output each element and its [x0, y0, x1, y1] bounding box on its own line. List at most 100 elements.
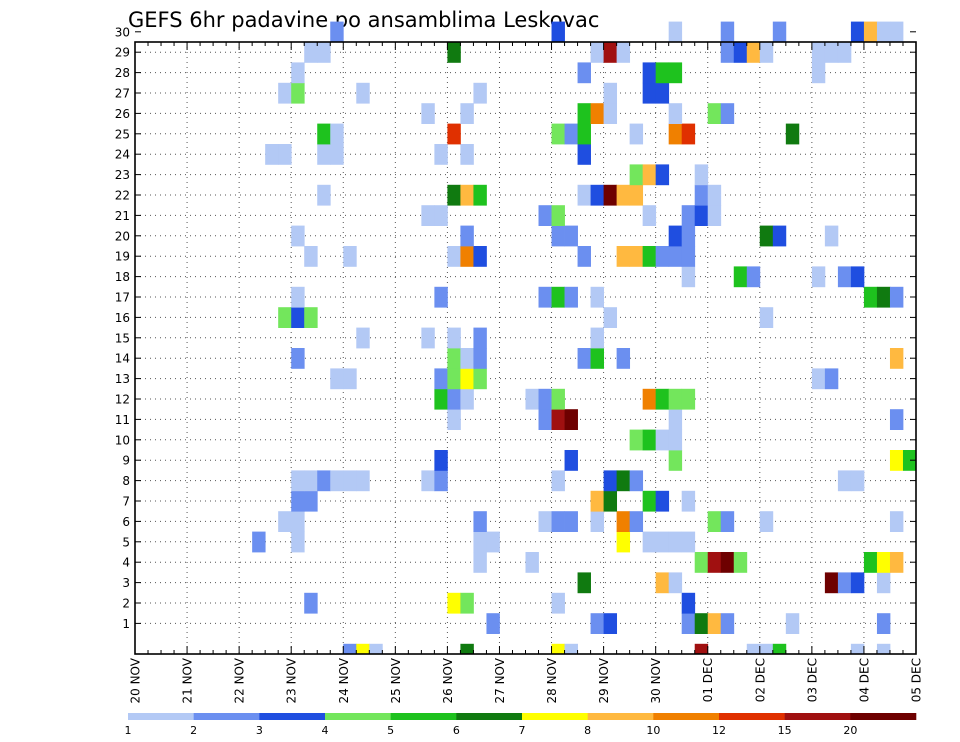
- precip-cell: [291, 225, 305, 247]
- precip-cell: [551, 470, 565, 492]
- precip-cell: [278, 82, 292, 104]
- x-tick-label: 04 DEC: [857, 658, 871, 702]
- precip-cell: [681, 613, 696, 634]
- precip-cell: [577, 184, 591, 206]
- precip-cell: [486, 613, 500, 634]
- y-tick-label: 14: [115, 352, 130, 366]
- y-tick-label: 20: [115, 229, 130, 243]
- x-tick-label: 24 NOV: [337, 657, 351, 703]
- precip-cell: [265, 144, 279, 165]
- precip-cell: [291, 82, 305, 104]
- precip-cell: [603, 490, 618, 512]
- y-tick-label: 3: [122, 576, 130, 590]
- y-tick-label: 26: [115, 107, 130, 121]
- precip-cell: [525, 552, 539, 573]
- colorbar-label: 20: [843, 724, 857, 737]
- precip-cell: [902, 450, 917, 471]
- precip-cell: [577, 103, 591, 124]
- precip-cell: [629, 246, 644, 267]
- precip-cell: [720, 613, 735, 634]
- y-tick-label: 4: [122, 556, 130, 570]
- precip-cell: [668, 388, 683, 410]
- colorbar-label: 1: [125, 724, 132, 737]
- precip-cell: [707, 613, 722, 634]
- y-tick-label: 29: [115, 46, 130, 60]
- precip-cell: [473, 246, 487, 267]
- x-tick-label: 20 NOV: [129, 657, 143, 703]
- colorbar-segment: [259, 713, 326, 720]
- y-tick-label: 19: [115, 250, 130, 264]
- y-tick-label: 9: [122, 454, 130, 468]
- precip-cell: [460, 225, 474, 247]
- precip-cell: [720, 552, 735, 573]
- precip-cell: [538, 286, 552, 308]
- x-tick-label: 30 NOV: [649, 657, 663, 703]
- precip-cell: [876, 286, 891, 308]
- precip-cell: [629, 123, 644, 145]
- precip-cell: [694, 643, 709, 655]
- precip-cell: [291, 511, 305, 532]
- x-tick-label: 21 NOV: [181, 657, 195, 703]
- precip-cell: [330, 470, 344, 492]
- precip-cell: [525, 388, 539, 410]
- precip-cell: [707, 184, 722, 206]
- precip-cell: [694, 613, 709, 634]
- precip-cell: [551, 123, 565, 145]
- precip-cell: [252, 531, 266, 553]
- x-tick-label: 29 NOV: [597, 657, 611, 703]
- precip-cell: [681, 490, 696, 512]
- colorbar-label: 3: [256, 724, 263, 737]
- colorbar-segment: [193, 713, 260, 720]
- precip-cell: [343, 643, 357, 655]
- precip-cell: [473, 511, 487, 532]
- precip-cell: [564, 643, 578, 655]
- precip-cell: [889, 409, 904, 430]
- precip-cell: [759, 225, 774, 247]
- precip-cell: [551, 21, 565, 43]
- colorbar-label: 2: [190, 724, 197, 737]
- precip-cell: [590, 348, 604, 369]
- x-tick-label: 26 NOV: [441, 657, 455, 703]
- precip-cell: [291, 62, 305, 84]
- precip-cell: [304, 307, 318, 328]
- precip-cell: [733, 266, 748, 288]
- precip-cell: [473, 82, 487, 104]
- precip-cell: [434, 388, 448, 410]
- precip-cell: [278, 307, 292, 328]
- precip-cell: [811, 42, 826, 63]
- precip-cell: [343, 246, 357, 267]
- precip-cell: [655, 388, 670, 410]
- precip-cell: [772, 643, 787, 655]
- colorbar-segment: [784, 713, 851, 720]
- precip-cell: [720, 511, 735, 532]
- precip-cell: [330, 144, 344, 165]
- precip-cell: [447, 246, 461, 267]
- precip-cell: [317, 184, 331, 206]
- precip-cell: [564, 511, 578, 532]
- precip-cell: [811, 368, 826, 390]
- x-axis-ticks: 20 NOV 21 NOV 22 NOV 23 NOV 24 NOV 25 NOV 26 N…: [129, 42, 924, 704]
- precip-cell: [603, 470, 618, 492]
- precip-cell: [447, 42, 461, 63]
- precip-cell: [668, 21, 683, 43]
- precip-cell: [603, 42, 618, 63]
- precip-cell: [551, 643, 565, 655]
- y-tick-label: 8: [122, 474, 130, 488]
- precip-cell: [733, 42, 748, 63]
- precip-cell: [590, 490, 604, 512]
- precip-cell: [356, 327, 370, 349]
- precip-cell: [473, 184, 487, 206]
- precip-cell: [681, 225, 696, 247]
- precip-cell: [863, 21, 878, 43]
- precip-cell: [304, 490, 318, 512]
- precip-cell: [460, 368, 474, 390]
- precip-cell: [603, 307, 618, 328]
- precip-cell: [551, 225, 565, 247]
- colorbar-label: 5: [387, 724, 394, 737]
- x-tick-label: 05 DEC: [910, 658, 924, 702]
- precip-cell: [590, 286, 604, 308]
- y-tick-label: 21: [115, 209, 130, 223]
- precip-cell: [577, 62, 591, 84]
- colorbar-segment: [653, 713, 720, 720]
- precip-cell: [291, 490, 305, 512]
